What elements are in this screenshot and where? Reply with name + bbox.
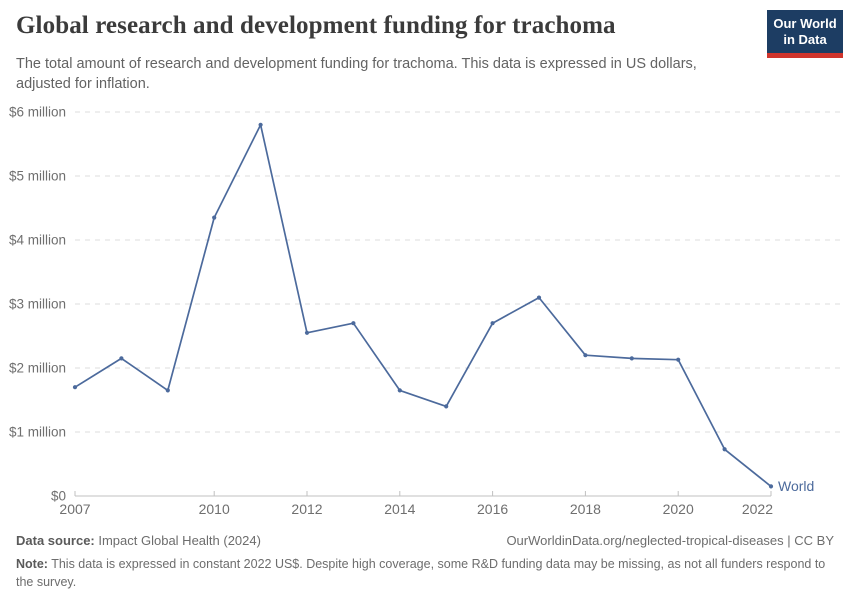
data-point [676, 357, 681, 362]
data-point [351, 321, 356, 326]
data-point [629, 356, 634, 361]
owid-logo-line2: in Data [783, 32, 827, 48]
x-tick-label: 2007 [59, 501, 90, 517]
x-tick-label: 2022 [742, 501, 773, 517]
series-end-label: World [778, 478, 814, 494]
data-point [768, 484, 774, 489]
data-point [212, 215, 217, 220]
x-tick-label: 2016 [477, 501, 508, 517]
data-point [397, 388, 402, 393]
data-point [258, 122, 263, 127]
note-value: This data is expressed in constant 2022 … [16, 557, 826, 589]
y-axis-label: $4 million [9, 233, 66, 248]
data-point [72, 385, 78, 390]
attribution-link[interactable]: OurWorldinData.org/neglected-tropical-di… [506, 533, 834, 548]
chart-svg: $0 $1 million $2 million $3 million $4 milli… [9, 105, 842, 517]
data-point [722, 447, 727, 452]
page-title: Global research and development funding … [16, 12, 616, 39]
world-line [74, 123, 772, 488]
footer-note-row: Note: This data is expressed in constant… [16, 556, 836, 592]
data-point [119, 356, 124, 361]
data-source-line: Data source: Impact Global Health (2024) [16, 533, 261, 548]
owid-logo-line1: Our World [773, 16, 837, 31]
data-point [165, 388, 170, 393]
data-point [583, 353, 588, 358]
y-axis-label: $0 [51, 489, 66, 504]
y-axis-label: $5 million [9, 169, 66, 184]
x-tick-label: 2014 [384, 501, 415, 517]
y-axis-label: $3 million [9, 297, 66, 312]
y-axis-label: $6 million [9, 105, 66, 120]
data-point [490, 321, 495, 326]
note-label: Note: [16, 557, 48, 571]
chart-subtitle: The total amount of research and develop… [16, 56, 697, 92]
x-tick-label: 2012 [291, 501, 322, 517]
data-source-value: Impact Global Health (2024) [94, 533, 261, 548]
y-axis-label: $1 million [9, 425, 66, 440]
x-tick-label: 2018 [570, 501, 601, 517]
owid-logo[interactable]: Our World in Data [767, 10, 843, 58]
data-source-label: Data source: [16, 533, 95, 548]
y-axis-label: $2 million [9, 361, 66, 376]
x-tick-label: 2010 [199, 501, 230, 517]
footer-source-row: Data source: Impact Global Health (2024)… [16, 533, 834, 548]
data-point [444, 404, 449, 409]
x-tick-label: 2020 [663, 501, 694, 517]
data-point [536, 295, 542, 300]
data-point [304, 330, 310, 335]
